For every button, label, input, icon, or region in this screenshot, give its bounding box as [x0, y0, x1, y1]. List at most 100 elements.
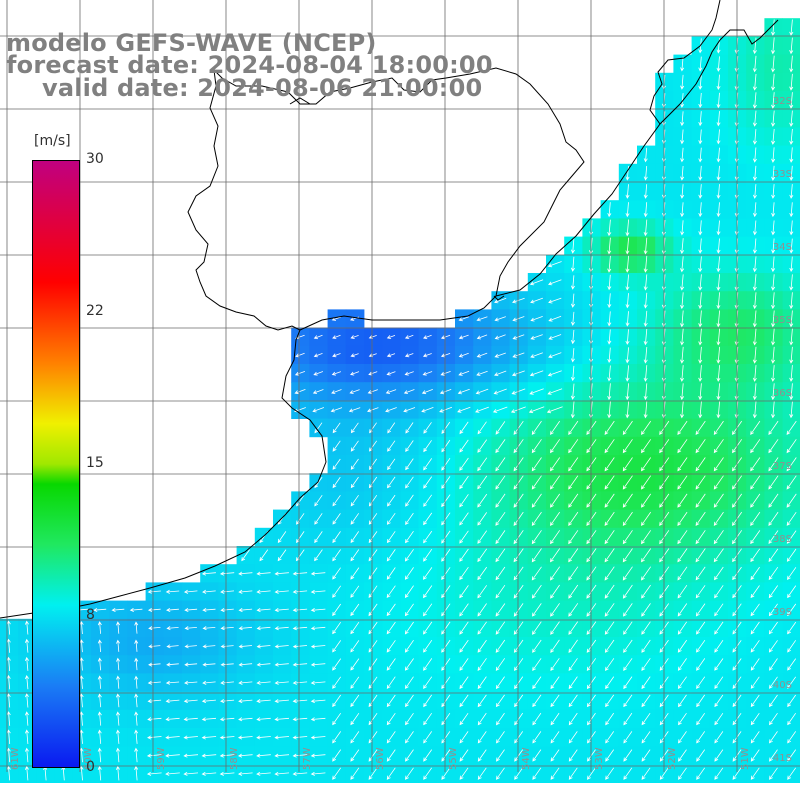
wind-arrow — [531, 439, 542, 454]
wind-arrow — [641, 621, 651, 635]
wind-arrow — [79, 620, 84, 635]
wind-arrow — [695, 439, 706, 454]
wind-arrow — [769, 676, 778, 689]
wind-arrow — [495, 457, 506, 472]
wind-arrow — [350, 567, 360, 580]
wind-arrow — [368, 694, 378, 708]
wind-arrow — [750, 475, 761, 490]
wind-arrow — [147, 717, 162, 722]
wind-arrow — [622, 584, 633, 599]
wind-arrow — [787, 585, 797, 599]
wind-arrow — [714, 639, 724, 653]
wind-arrow — [220, 698, 235, 704]
wind-arrow — [568, 712, 578, 726]
wind-arrow — [441, 731, 451, 744]
wind-arrow — [768, 640, 778, 653]
wind-arrow — [789, 310, 794, 328]
wind-arrow — [184, 644, 197, 649]
wind-arrow — [568, 566, 579, 581]
wind-arrow — [403, 407, 416, 413]
wind-arrow — [752, 383, 757, 401]
wind-arrow — [513, 457, 524, 472]
wind-arrow — [680, 147, 685, 163]
wind-arrow — [752, 147, 757, 163]
wind-arrow — [331, 389, 342, 394]
wind-arrow — [441, 512, 451, 526]
wind-arrow — [477, 457, 488, 472]
wind-arrow — [404, 658, 414, 671]
wind-arrow — [531, 475, 542, 490]
wind-arrow — [476, 334, 488, 340]
wind-arrow — [713, 457, 724, 472]
wind-arrow — [586, 603, 597, 617]
lat-lon-grid — [0, 0, 800, 772]
wind-arrow — [441, 548, 451, 562]
wind-arrow — [716, 56, 721, 72]
wind-arrow — [680, 346, 685, 364]
wind-arrow — [386, 585, 396, 598]
wind-arrow — [771, 274, 776, 291]
wind-arrow — [752, 220, 757, 236]
colorbar-tick-8: 8 — [86, 607, 95, 623]
wind-arrow — [641, 530, 652, 545]
wind-arrow — [477, 712, 487, 726]
wind-arrow — [752, 110, 757, 127]
wind-arrow — [532, 767, 542, 780]
wind-arrow — [238, 717, 253, 722]
wind-arrow — [680, 274, 685, 291]
wind-arrow — [786, 457, 797, 472]
wind-arrow — [532, 658, 542, 671]
wind-arrow — [256, 662, 271, 667]
wind-arrow — [256, 626, 271, 631]
wind-arrow — [350, 549, 360, 562]
wind-arrow — [607, 293, 612, 309]
wind-arrow — [292, 589, 308, 594]
wind-arrow — [752, 202, 757, 218]
wind-arrow — [350, 476, 359, 489]
wind-arrow — [494, 334, 506, 340]
wind-arrow — [789, 110, 794, 127]
wind-arrow — [789, 128, 794, 145]
wind-arrow — [331, 371, 342, 376]
wind-arrow — [477, 566, 488, 581]
wind-arrow — [495, 511, 506, 526]
wind-arrow — [310, 608, 326, 613]
wind-arrow — [789, 220, 794, 236]
wind-arrow — [771, 37, 776, 55]
wind-arrow — [771, 92, 776, 109]
wind-arrow — [165, 753, 180, 758]
wind-arrow — [495, 493, 506, 508]
wind-arrow — [605, 676, 615, 690]
wind-arrow — [115, 729, 120, 744]
wind-arrow — [496, 767, 505, 780]
wind-arrow — [513, 566, 524, 581]
wind-arrow — [716, 383, 721, 401]
wind-arrow — [386, 567, 396, 580]
wind-arrow — [532, 694, 542, 708]
wind-arrow — [750, 767, 760, 780]
wind-arrow — [201, 571, 216, 576]
wind-arrow — [386, 371, 396, 376]
wind-arrow — [714, 694, 724, 708]
wind-arrow — [643, 165, 648, 181]
wind-arrow — [514, 712, 524, 726]
wind-arrow — [607, 274, 612, 291]
wind-arrow — [568, 676, 578, 690]
wind-arrow — [568, 749, 578, 762]
longitude-label: 57W — [302, 747, 313, 770]
wind-arrow — [314, 513, 323, 525]
wind-arrow — [24, 747, 29, 763]
wind-arrow — [550, 584, 560, 599]
wind-arrow — [570, 365, 575, 382]
wind-arrow — [714, 767, 724, 780]
wind-arrow — [310, 644, 326, 649]
wind-arrow — [680, 401, 685, 419]
wind-arrow — [698, 74, 703, 90]
wind-arrow — [292, 571, 308, 576]
wind-arrow — [680, 111, 685, 127]
wind-arrow — [332, 495, 341, 507]
wind-arrow — [166, 662, 179, 667]
wind-arrow — [313, 334, 323, 340]
wind-arrow — [698, 202, 703, 218]
wind-arrow — [350, 513, 360, 525]
